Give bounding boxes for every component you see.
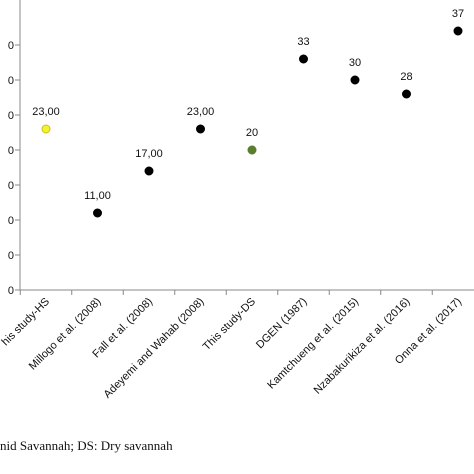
y-tick-label: 0 [8,250,14,262]
y-tick-label: 0 [8,215,14,227]
data-point [41,124,51,134]
y-tick-label: 0 [8,180,14,192]
data-label: 20 [246,127,258,139]
data-point [299,54,308,64]
data-point [144,166,154,176]
y-tick-label: 0 [8,75,14,87]
category-label: Nzabakurikiza et al. (2016) [312,296,413,397]
y-tick-label: 0 [8,145,14,157]
data-point [196,124,205,134]
category-label: his study-HS [0,296,52,349]
data-point [402,89,411,99]
data-label: 17,00 [135,148,163,160]
data-point [247,145,257,155]
axes [19,0,474,291]
data-point [93,208,102,218]
category-label: This study-DS [201,296,258,353]
data-point [350,75,360,85]
data-label: 33 [297,36,309,48]
data-point [453,26,463,36]
category-label: DGEN (1987) [254,296,310,352]
data-points [41,26,463,218]
category-label: Adeyemi and Wahab (2008) [102,296,207,401]
data-label: 23,00 [187,106,215,118]
y-axis-ticks: 0 0 0 0 0 0 0 0 [8,40,20,297]
y-tick-label: 0 [8,110,14,122]
data-labels: 23,00 11,00 17,00 23,00 20 33 30 28 37 [32,8,464,202]
data-label: 37 [452,8,464,20]
data-label: 23,00 [32,106,60,118]
data-label: 30 [349,57,361,69]
footnote: nid Savannah; DS: Dry savannah [0,438,173,453]
data-label: 28 [400,71,412,83]
data-label: 11,00 [84,190,111,202]
y-tick-label: 0 [8,285,14,297]
category-label: Kamtchueng et al. (2015) [265,296,361,392]
y-tick-label: 0 [8,40,14,52]
x-axis-ticks [19,290,433,295]
